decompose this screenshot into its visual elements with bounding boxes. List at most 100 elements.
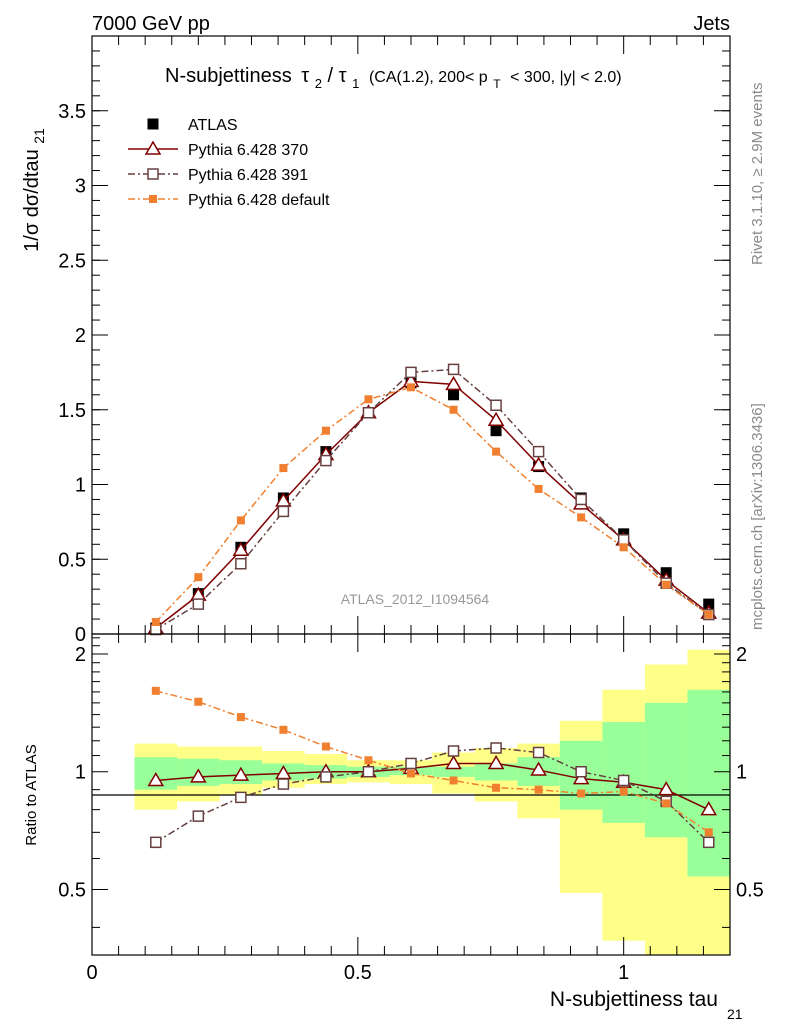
data-point — [487, 411, 505, 426]
stat-uncertainty-band — [602, 722, 645, 823]
ratio-panel: 0.5 0.5 1 1 2 2 0 0.5 1 — [58, 633, 764, 984]
stat-uncertainty-band — [432, 766, 475, 777]
data-point — [192, 598, 205, 610]
data-point — [534, 484, 543, 493]
ratio-point — [445, 754, 462, 770]
title-cuts-sub: T — [493, 77, 501, 91]
stat-uncertainty-band — [474, 763, 518, 781]
title-tau1: τ — [339, 65, 347, 87]
ratio-point — [235, 791, 247, 804]
ratio-y-tick-label: 0.5 — [58, 879, 86, 901]
y-tick-label: 0 — [75, 624, 86, 646]
y-tick-label: 3.5 — [58, 101, 86, 123]
ratio-point — [147, 771, 165, 787]
title-slash: / — [328, 65, 334, 87]
ratio-line — [155, 762, 710, 811]
ratio-y-tick-label: 0.5 — [736, 879, 764, 901]
ratio-series — [147, 686, 718, 849]
data-point — [151, 618, 160, 627]
ratio-y-tick-label: 2 — [736, 644, 747, 666]
ratio-point — [447, 745, 460, 757]
ratio-point — [619, 787, 628, 796]
data-point — [577, 513, 586, 522]
data-point — [407, 383, 415, 392]
data-point — [704, 610, 713, 619]
data-point — [362, 406, 375, 419]
ylabel-main-sub: 21 — [31, 128, 47, 144]
svg-text:N-subjettiness τ 2: N-subjettiness τ 2 / τ 1 (CA(1.2), 200< … — [165, 65, 622, 93]
ratio-series-pythia-6-428-default — [151, 686, 713, 837]
ratio-point — [320, 771, 332, 783]
ratio-series-pythia-6-428-391 — [150, 742, 715, 849]
legend: ATLAS Pythia 6.428 370 Pythia 6.428 391 Pyt… — [128, 117, 330, 209]
data-point — [321, 426, 330, 435]
rivet-label: Rivet 3.1.10, ≥ 2.9M events — [749, 83, 766, 266]
ylabel-main: 1/σ dσ/dtau 21 — [21, 128, 47, 252]
y-tick-label: 2 — [75, 325, 86, 347]
data-point — [492, 447, 501, 456]
title-main: N-subjettiness — [165, 65, 292, 87]
ratio-point — [236, 713, 245, 722]
ratio-point — [487, 754, 505, 770]
y-tick-label: 1 — [75, 475, 86, 497]
ratio-point — [532, 746, 545, 759]
main-ticks: 0 0.5 1 1.5 2 2.5 3 3.5 — [58, 36, 731, 646]
data-point — [194, 573, 203, 582]
data-point — [449, 405, 458, 414]
data-point — [320, 454, 332, 467]
series-line — [155, 380, 710, 629]
legend-label: Pythia 6.428 391 — [188, 167, 308, 184]
main-panel: 0 0.5 1 1.5 2 2.5 3 3.5 — [58, 35, 731, 646]
data-point — [447, 363, 460, 376]
data-point — [236, 516, 245, 525]
header-left: 7000 GeV pp — [92, 13, 210, 35]
ratio-point — [279, 725, 288, 734]
ratio-point — [449, 776, 458, 785]
data-point — [235, 557, 247, 570]
ratio-point — [190, 768, 207, 783]
svg-text:1/σ dσ/dtau 21: 1/σ dσ/dtau 21 — [21, 128, 47, 252]
legend-entry: Pythia 6.428 default — [128, 192, 330, 209]
ratio-point — [405, 757, 417, 770]
legend-label: Pythia 6.428 default — [188, 192, 330, 209]
plot-title: N-subjettiness τ 2 / τ 1 (CA(1.2), 200< … — [165, 65, 622, 93]
ratio-point — [192, 810, 205, 822]
ratio-point — [364, 756, 373, 765]
xlabel-text: N-subjettiness tau — [550, 988, 718, 1011]
data-point — [490, 399, 502, 412]
data-point — [445, 375, 462, 391]
ratio-point — [617, 774, 630, 787]
legend-label: ATLAS — [188, 117, 238, 134]
series-pythia-6-428-default — [151, 383, 713, 627]
series-line — [155, 368, 710, 631]
y-tick-label: 2.5 — [58, 250, 86, 272]
data-point — [277, 505, 290, 518]
data-point — [364, 395, 373, 404]
ratio-point — [700, 801, 718, 816]
legend-label: Pythia 6.428 370 — [188, 142, 308, 159]
title-cuts-a: (CA(1.2), 200< p — [369, 69, 488, 86]
data-point — [448, 389, 460, 401]
data-point — [530, 456, 547, 471]
ratio-point — [321, 742, 330, 751]
xlabel-sub: 21 — [727, 1006, 743, 1022]
data-point — [232, 541, 250, 557]
ratio-point — [407, 769, 415, 778]
ratio-point — [490, 742, 502, 754]
data-point — [405, 366, 417, 379]
mcplots-label: mcplots.cern.ch [arXiv:1306.3436] — [749, 403, 766, 630]
data-point — [619, 543, 628, 552]
data-point — [662, 580, 671, 589]
legend-marker — [149, 195, 157, 203]
ratio-point — [534, 785, 543, 794]
ylabel-ratio: Ratio to ATLAS — [23, 744, 40, 845]
data-point — [532, 445, 545, 458]
ratio-point — [151, 686, 160, 695]
legend-entry: Pythia 6.428 391 — [128, 167, 308, 184]
legend-marker — [147, 168, 159, 180]
data-point — [703, 598, 715, 610]
series-line — [155, 386, 710, 623]
analysis-label: ATLAS_2012_I1094564 — [341, 591, 490, 607]
data-point — [490, 425, 502, 437]
ylabel-main-text: 1/σ dσ/dtau — [21, 149, 43, 252]
